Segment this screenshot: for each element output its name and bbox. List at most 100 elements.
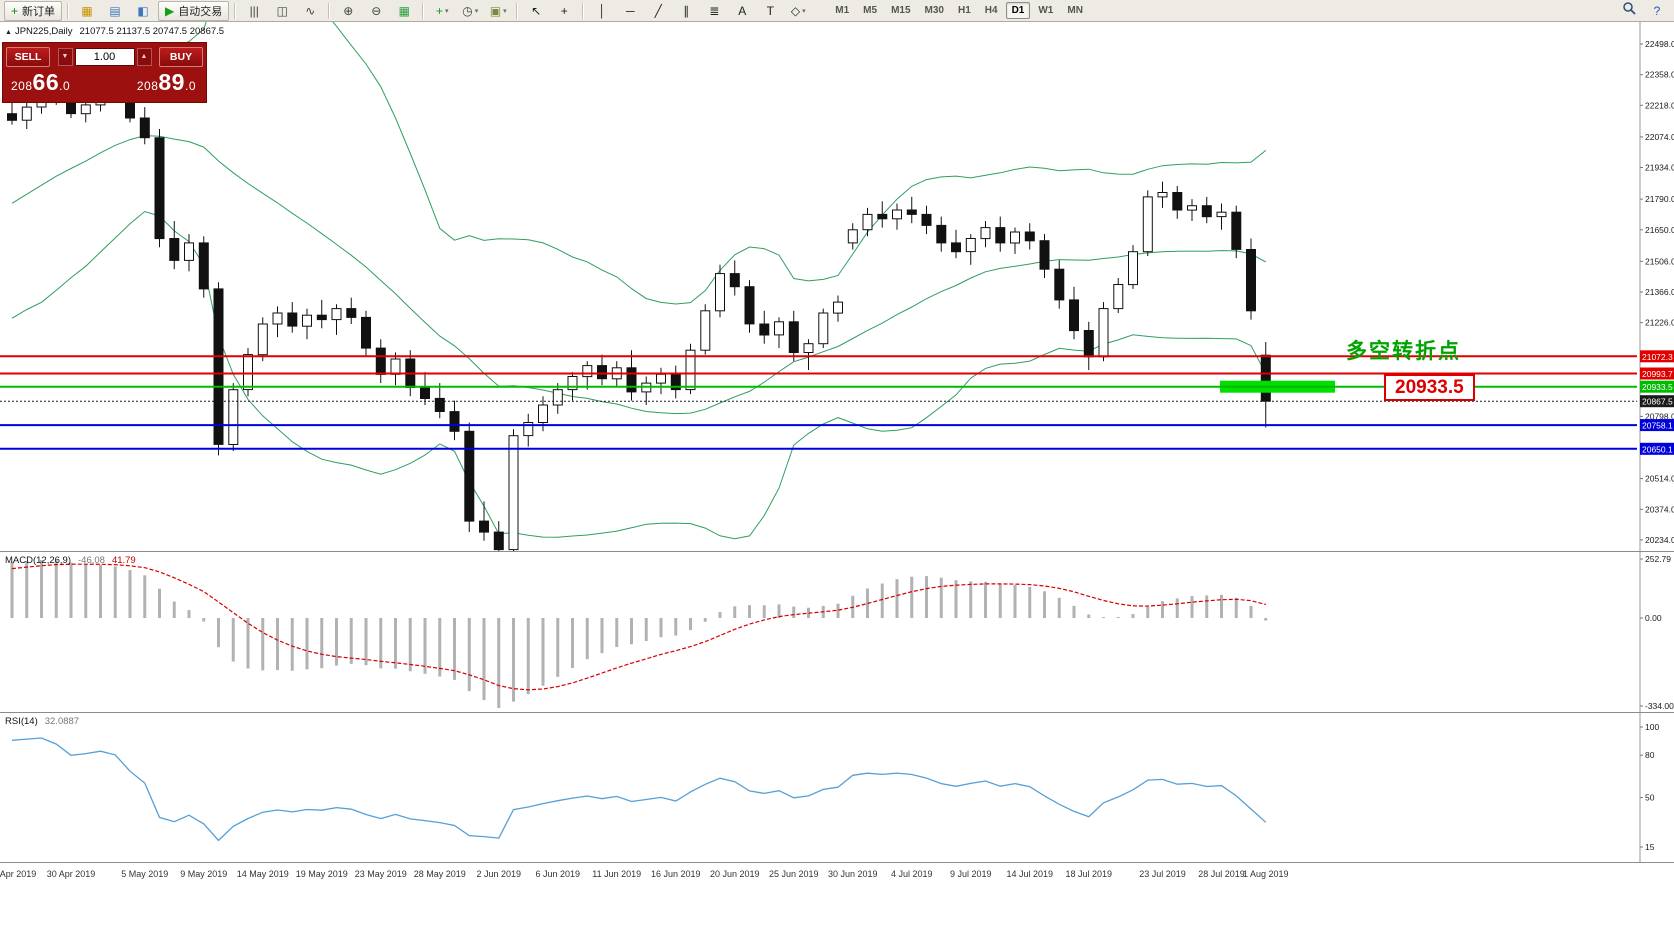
shapes-icon: ◇ — [790, 3, 801, 18]
macd-name: MACD(12,26,9) — [5, 555, 71, 566]
svg-text:80: 80 — [1645, 750, 1655, 760]
trendline-icon: ╱ — [654, 3, 662, 18]
macd-pane[interactable]: 252.79 0.00 -334.00 MACD(12,26,9) -46.08 41.… — [0, 551, 1674, 712]
label-icon: T — [766, 3, 774, 18]
navigator-icon[interactable]: ▤ — [102, 2, 128, 20]
volume-decrease-button[interactable]: ▼ — [57, 47, 73, 66]
zoom-out-icon: ⊖ — [371, 3, 382, 18]
fibonacci-icon[interactable]: ≣ — [701, 2, 727, 20]
auto-trading-button[interactable]: ▶ 自动交易 — [158, 0, 230, 21]
tile-windows-icon[interactable]: ▦ — [391, 2, 417, 20]
svg-text:252.79: 252.79 — [1645, 554, 1671, 564]
bar-chart-icon[interactable]: ||| — [241, 2, 267, 20]
shapes-icon[interactable]: ◇ ▾ — [785, 2, 811, 20]
timeframe-mn[interactable]: MN — [1067, 5, 1083, 16]
periods-icon: ◷ — [462, 3, 473, 18]
macd-main-value: -46.08 — [78, 555, 105, 566]
price-chart-pane[interactable]: 22498.0 22358.0 22218.0 22074.0 21934.0 21790… — [0, 22, 1674, 551]
candlestick-chart-icon: ◫ — [276, 3, 288, 18]
toolbar-separator — [422, 2, 425, 19]
svg-text:22074.0: 22074.0 — [1645, 132, 1674, 142]
chevron-down-icon: ▾ — [445, 7, 449, 15]
buy-button[interactable]: BUY — [159, 46, 203, 67]
sell-button[interactable]: SELL — [6, 46, 50, 67]
zoom-out-icon[interactable]: ⊖ — [363, 2, 389, 20]
date-label: 25 Jun 2019 — [768, 869, 819, 879]
chevron-down-icon: ▾ — [802, 7, 806, 15]
date-label: 11 Jun 2019 — [592, 869, 642, 879]
new-order-button[interactable]: + 新订单 — [4, 0, 63, 21]
svg-text:21790.0: 21790.0 — [1645, 194, 1674, 204]
rsi-canvas[interactable]: 100 80 50 15 — [0, 713, 1674, 862]
price-chart-canvas[interactable]: 22498.0 22358.0 22218.0 22074.0 21934.0 21790… — [0, 22, 1674, 551]
toolbar-right-group: ? — [1615, 2, 1671, 20]
collapse-icon[interactable]: ▲ — [5, 29, 12, 36]
crosshair-icon[interactable]: + — [551, 2, 577, 20]
chart-ohlc-values: 21077.5 21137.5 20747.5 20867.5 — [79, 26, 225, 37]
date-label: 30 Apr 2019 — [46, 869, 96, 879]
date-label: 23 Jul 2019 — [1139, 869, 1186, 879]
macd-label: MACD(12,26,9) -46.08 41.79 — [5, 555, 136, 566]
date-label: 14 Jul 2019 — [1006, 869, 1054, 879]
volume-increase-button[interactable]: ▲ — [136, 47, 152, 66]
horizontal-line-icon[interactable]: ─ — [617, 2, 643, 20]
timeframe-m5[interactable]: M5 — [863, 5, 878, 16]
equidistant-channel-icon[interactable]: ∥ — [673, 2, 699, 20]
annotation-pivot-text[interactable]: 多空转折点 — [1346, 340, 1461, 363]
market-watch-icon[interactable]: ▦ — [74, 2, 100, 20]
date-label: 2 Jun 2019 — [476, 869, 522, 879]
macd-canvas[interactable]: 252.79 0.00 -334.00 — [0, 552, 1674, 712]
new-order-icon: + — [11, 3, 19, 18]
templates-icon[interactable]: ▣ ▾ — [485, 2, 511, 20]
volume-input[interactable]: 1.00 — [74, 47, 135, 66]
timeframe-h1[interactable]: H1 — [957, 5, 971, 16]
svg-text:20374.0: 20374.0 — [1645, 504, 1674, 514]
timeframe-h4[interactable]: H4 — [984, 5, 998, 16]
indicators-icon: + — [435, 3, 443, 18]
svg-text:20650.1: 20650.1 — [1642, 444, 1673, 454]
date-label: 28 Jul 2019 — [1198, 869, 1245, 879]
time-axis[interactable]: 25 Apr 2019 30 Apr 2019 5 May 2019 9 May 20… — [0, 862, 1674, 947]
indicators-icon[interactable]: + ▾ — [429, 2, 455, 20]
svg-text:21072.3: 21072.3 — [1642, 352, 1673, 362]
svg-text:100: 100 — [1645, 722, 1659, 732]
timeframe-m1[interactable]: M1 — [835, 5, 850, 16]
rsi-name: RSI(14) — [5, 716, 38, 727]
search-icon — [1622, 1, 1636, 20]
date-label: 16 Jun 2019 — [650, 869, 701, 879]
svg-text:22498.0: 22498.0 — [1645, 39, 1674, 49]
date-label: 18 Jul 2019 — [1065, 869, 1113, 879]
cursor-icon[interactable]: ↖ — [523, 2, 549, 20]
candlestick-chart-icon[interactable]: ◫ — [269, 2, 295, 20]
trendline-icon[interactable]: ╱ — [645, 2, 671, 20]
timeframe-m15[interactable]: M15 — [891, 5, 911, 16]
svg-text:20933.5: 20933.5 — [1642, 382, 1673, 392]
text-icon[interactable]: A — [729, 2, 755, 20]
periods-icon[interactable]: ◷ ▾ — [457, 2, 483, 20]
date-label: 5 May 2019 — [121, 869, 169, 879]
new-order-button-label: 新订单 — [22, 5, 56, 18]
chevron-down-icon: ▾ — [503, 7, 507, 15]
vertical-line-icon[interactable]: │ — [589, 2, 615, 20]
label-icon[interactable]: T — [757, 2, 783, 20]
cursor-icon: ↖ — [531, 3, 542, 18]
toolbar-separator — [234, 2, 237, 19]
date-label: 19 May 2019 — [295, 869, 348, 879]
timeframe-d1[interactable]: D1 — [1005, 2, 1031, 19]
terminal-icon[interactable]: ◧ — [130, 2, 156, 20]
timeframe-m30[interactable]: M30 — [924, 5, 944, 16]
timeframe-w1[interactable]: W1 — [1038, 5, 1054, 16]
zoom-in-icon[interactable]: ⊕ — [335, 2, 361, 20]
svg-text:20798.0: 20798.0 — [1645, 411, 1674, 421]
date-label: 4 Jul 2019 — [890, 869, 933, 879]
rsi-pane[interactable]: 100 80 50 15 RSI(14) 32.0887 — [0, 712, 1674, 862]
date-label: 20 Jun 2019 — [709, 869, 760, 879]
help-icon[interactable]: ? — [1644, 2, 1670, 20]
main-toolbar: + 新订单 ▦ ▤ ◧ ▶ 自动交易 ||| ◫ ∿ ⊕ ⊖ ▦ + ▾ ◷ ▾ ▣ ▾ ↖ + │ ─ ╱ ∥ ≣ A T ◇ ▾ M1 M… — [0, 0, 1674, 22]
macd-signal-value: 41.79 — [111, 555, 136, 566]
crosshair-icon: + — [560, 3, 568, 18]
annotation-price-box[interactable]: 20933.5 — [1384, 374, 1475, 401]
line-chart-icon[interactable]: ∿ — [297, 2, 323, 20]
search-button[interactable] — [1616, 2, 1642, 20]
